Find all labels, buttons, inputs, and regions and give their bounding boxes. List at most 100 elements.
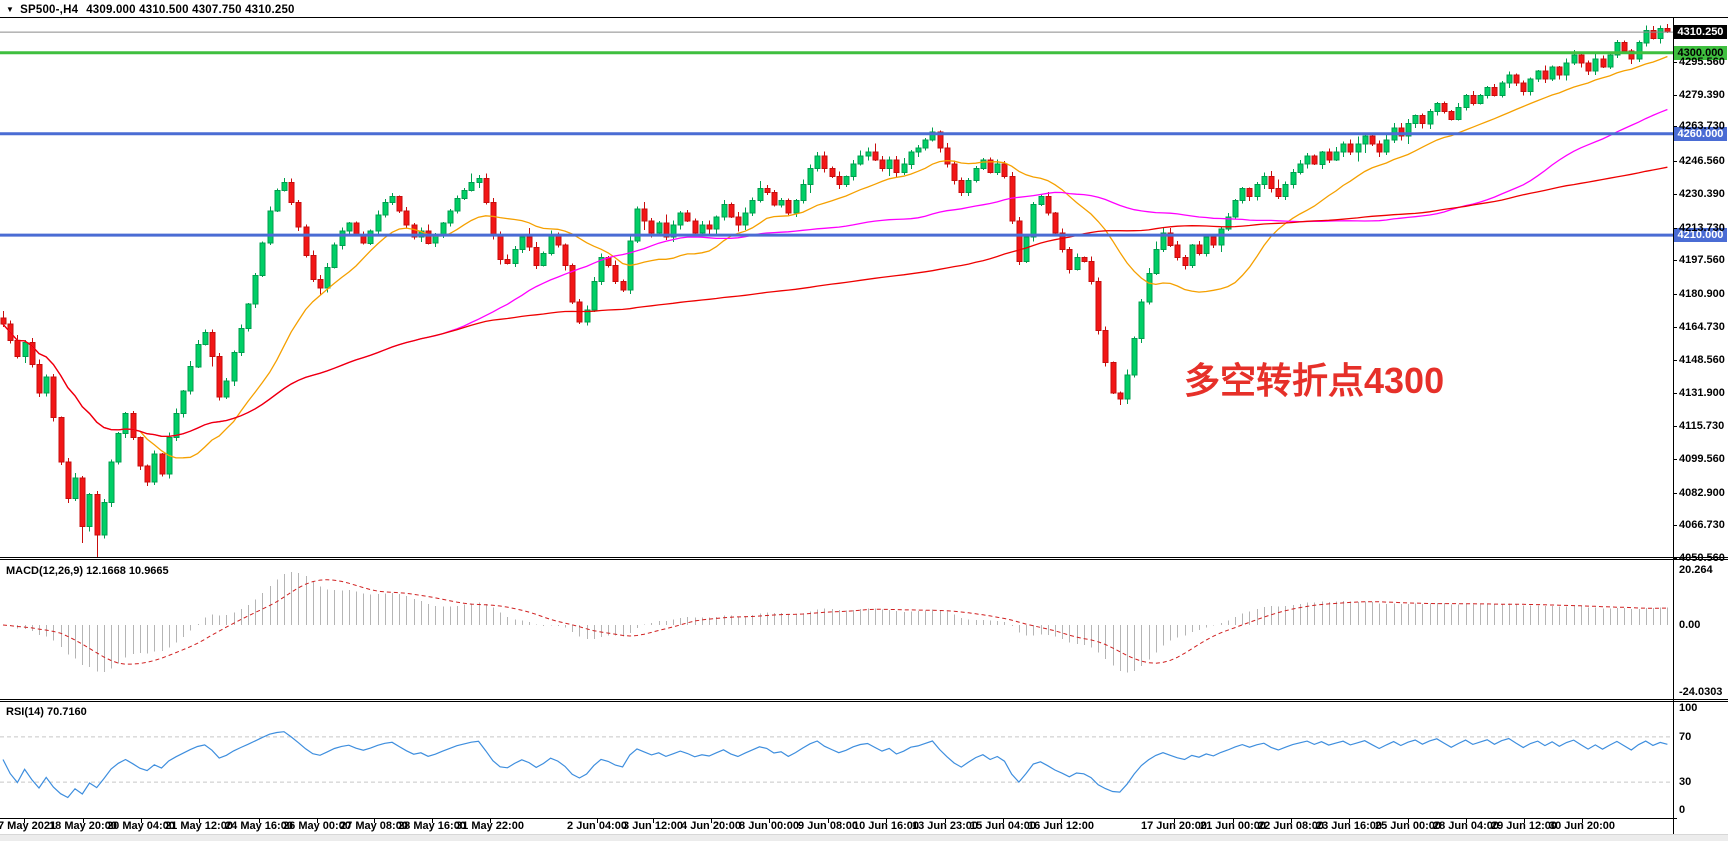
candle-up [1138,301,1145,339]
candle-up [252,275,259,305]
candle-up [382,202,389,216]
candle-up [180,390,187,414]
time-axis-label: 15 Jun 04:00 [969,820,1037,832]
rsi-indicator-label: RSI(14) 70.7160 [6,706,87,718]
time-axis-label: 29 Jun 12:00 [1490,820,1558,832]
candle-down [1174,244,1181,258]
price-tick-mark [1673,294,1677,295]
price-tick-label: 4213.730 [1679,221,1725,234]
candle-up [850,163,857,177]
symbol-dropdown-icon[interactable]: ▼ [6,5,15,14]
time-axis-label: 10 Jun 16:00 [852,820,920,832]
macd-axis-label: -24.0303 [1679,686,1723,698]
candle-down [612,265,619,283]
candle-down [1326,151,1333,161]
candle-up [677,212,684,226]
candle-up [1304,155,1311,165]
candle-down [79,477,86,528]
candle-up [749,200,756,214]
candle-down [1369,135,1376,145]
price-tick-label: 4246.560 [1679,155,1725,168]
price-tick-mark [1673,558,1677,559]
candle-up [202,331,209,345]
price-tick-mark [1673,360,1677,361]
candle-down [295,202,302,228]
time-axis-label: 20 May 04:00 [107,820,175,832]
candle-down [663,222,670,238]
candle-down [1095,281,1102,331]
moving-average-line [2,55,1668,459]
time-axis-label: 22 Jun 08:00 [1257,820,1325,832]
candle-up [670,224,677,238]
candle-up [1160,232,1167,250]
candle-up [757,188,764,202]
candle-up [843,175,850,185]
candle-up [1355,143,1362,153]
candle-down [396,196,403,212]
candle-up [1290,171,1297,186]
candle-down [0,317,7,325]
candle-down [872,151,879,161]
time-axis-label: 9 Jun 08:00 [798,820,858,832]
moving-average-line [2,166,1668,438]
candle-down [829,167,836,177]
candle-up [1153,248,1160,275]
candle-down [821,155,828,169]
candle-up [814,155,821,169]
candle-down [1585,62,1592,72]
candle-up [72,477,79,499]
candle-up [980,159,987,169]
candle-down [1376,143,1383,153]
candle-up [367,230,374,244]
candle-down [1520,82,1527,92]
candle-down [303,226,310,256]
candle-down [879,159,886,169]
time-axis-label: 21 May 12:00 [165,820,233,832]
candle-up [1030,204,1037,238]
chart-title-bar[interactable]: ▼ SP500-,H4 4309.000 4310.500 4307.750 4… [6,2,295,17]
candle-up [1427,111,1434,125]
candle-down [1398,127,1405,137]
candle-up [1463,94,1470,109]
candle-up [1225,216,1232,230]
candle-up [1333,151,1340,161]
candle-down [1246,188,1253,198]
time-axis-label: 8 Jun 00:00 [739,820,799,832]
price-tick-label: 4164.730 [1679,320,1725,333]
candle-down [1275,188,1282,198]
candle-down [836,175,843,185]
candle-up [1535,70,1542,80]
candle-down [771,192,778,206]
time-axis-label: 13 Jun 23:00 [911,820,979,832]
candle-up [1405,123,1412,137]
candle-down [692,220,699,234]
candle-down [951,163,958,181]
candle-up [929,131,936,141]
candle-up [454,198,461,212]
ohlc-quote-label: 4309.000 4310.500 4307.750 4310.250 [86,3,295,16]
time-axis-label: 17 Jun 20:00 [1140,820,1208,832]
candle-up [922,139,929,149]
candle-down [706,224,713,230]
macd-signal-line [2,579,1668,665]
candle-down [620,281,627,291]
candle-down [785,200,792,214]
candle-up [22,341,29,358]
candle-up [1203,236,1210,254]
candle-up [973,167,980,182]
price-tick-label: 4230.390 [1679,187,1725,200]
candle-down [641,208,648,222]
candle-down [764,188,771,194]
candle-up [1282,184,1289,198]
bottom-window-edge [0,834,1728,841]
price-tick-mark [1673,459,1677,460]
candle-down [1016,220,1023,262]
candle-up [742,212,749,226]
candle-up [1023,236,1030,262]
price-tick-mark [1673,126,1677,127]
candle-up [1218,228,1225,246]
candle-down [58,416,65,463]
candle-up [1477,94,1484,105]
